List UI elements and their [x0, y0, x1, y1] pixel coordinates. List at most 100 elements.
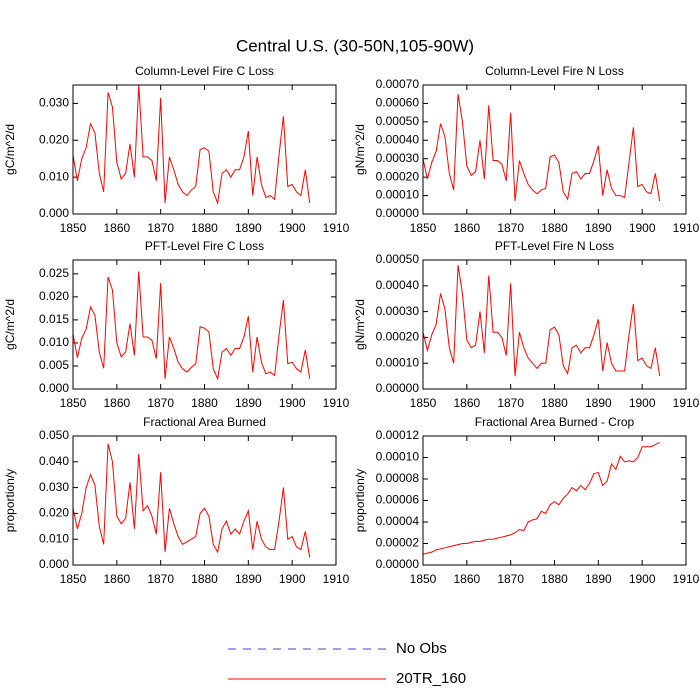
data-line: [422, 94, 661, 202]
data-line: [422, 265, 661, 377]
data-line: [72, 443, 311, 558]
x-tick-label: 1890: [235, 572, 262, 586]
x-tick-label: 1890: [585, 221, 612, 235]
x-tick-label: 1900: [279, 572, 306, 586]
y-tick-label: 0.040: [39, 454, 69, 468]
legend-label: 20TR_160: [396, 670, 466, 687]
x-tick-label: 1910: [673, 396, 700, 410]
x-tick-label: 1900: [279, 396, 306, 410]
x-tick-label: 1890: [235, 396, 262, 410]
y-tick-label: 0.00012: [376, 428, 420, 442]
y-tick-label: 0.00000: [376, 206, 420, 220]
x-tick-label: 1850: [410, 221, 437, 235]
x-tick-label: 1880: [541, 221, 568, 235]
plot-frame: [72, 259, 337, 390]
figure-title: Central U.S. (30-50N,105-90W): [236, 36, 474, 55]
y-tick-label: 0.050: [39, 428, 69, 442]
y-tick-label: 0.010: [39, 169, 69, 183]
panel-title: Fractional Area Burned - Crop: [475, 415, 635, 429]
x-tick-label: 1860: [453, 572, 480, 586]
x-tick-label: 1860: [453, 221, 480, 235]
plot-frame: [72, 435, 337, 566]
y-tick-label: 0.00030: [376, 151, 420, 165]
x-tick-label: 1890: [585, 396, 612, 410]
y-tick-label: 0.00000: [376, 557, 420, 571]
y-tick-label: 0.00000: [376, 381, 420, 395]
plot-frame: [72, 84, 337, 215]
y-tick-label: 0.00060: [376, 96, 420, 110]
panel-title: PFT-Level Fire N Loss: [495, 239, 614, 253]
y-axis-label: proportion/y: [353, 469, 367, 532]
panel-title: PFT-Level Fire C Loss: [145, 239, 264, 253]
data-line: [72, 271, 311, 381]
y-tick-label: 0.00030: [376, 304, 420, 318]
y-tick-label: 0.00020: [376, 330, 420, 344]
y-tick-label: 0.00008: [376, 471, 420, 485]
y-tick-label: 0.00020: [376, 169, 420, 183]
x-tick-label: 1860: [103, 396, 130, 410]
x-tick-label: 1850: [60, 221, 87, 235]
x-tick-label: 1890: [235, 221, 262, 235]
y-tick-label: 0.030: [39, 96, 69, 110]
y-tick-label: 0.030: [39, 480, 69, 494]
y-tick-label: 0.020: [39, 132, 69, 146]
plot-frame: [422, 435, 687, 566]
y-tick-label: 0.00050: [376, 114, 420, 128]
x-tick-label: 1850: [410, 572, 437, 586]
x-tick-label: 1850: [60, 572, 87, 586]
y-tick-label: 0.020: [39, 506, 69, 520]
x-tick-label: 1900: [629, 572, 656, 586]
x-tick-label: 1900: [629, 396, 656, 410]
x-tick-label: 1870: [147, 221, 174, 235]
panel-title: Column-Level Fire N Loss: [485, 64, 624, 78]
y-tick-label: 0.010: [39, 335, 69, 349]
x-tick-label: 1900: [629, 221, 656, 235]
x-tick-label: 1870: [147, 396, 174, 410]
panel-title: Column-Level Fire C Loss: [135, 64, 274, 78]
y-tick-label: 0.00010: [376, 188, 420, 202]
plot-frame: [422, 259, 687, 390]
y-tick-label: 0.00050: [376, 252, 420, 266]
y-axis-label: gC/m^2/d: [3, 299, 17, 350]
y-tick-label: 0.00002: [376, 536, 420, 550]
y-axis-label: gC/m^2/d: [3, 124, 17, 175]
x-tick-label: 1910: [323, 572, 350, 586]
x-tick-label: 1880: [191, 572, 218, 586]
y-tick-label: 0.000: [39, 557, 69, 571]
x-tick-label: 1870: [147, 572, 174, 586]
y-tick-label: 0.00040: [376, 278, 420, 292]
x-tick-label: 1910: [323, 221, 350, 235]
y-tick-label: 0.000: [39, 381, 69, 395]
y-tick-label: 0.010: [39, 531, 69, 545]
x-tick-label: 1870: [497, 572, 524, 586]
x-tick-label: 1850: [60, 396, 87, 410]
y-axis-label: gN/m^2/d: [353, 124, 367, 175]
y-tick-label: 0.00010: [376, 355, 420, 369]
legend-label: No Obs: [396, 640, 447, 657]
data-line: [72, 84, 311, 205]
y-tick-label: 0.000: [39, 206, 69, 220]
x-tick-label: 1860: [103, 572, 130, 586]
x-tick-label: 1860: [453, 396, 480, 410]
y-tick-label: 0.00010: [376, 450, 420, 464]
y-tick-label: 0.025: [39, 266, 69, 280]
y-tick-label: 0.015: [39, 312, 69, 326]
x-tick-label: 1910: [673, 572, 700, 586]
x-tick-label: 1870: [497, 396, 524, 410]
x-tick-label: 1900: [279, 221, 306, 235]
y-tick-label: 0.005: [39, 358, 69, 372]
x-tick-label: 1880: [541, 572, 568, 586]
y-axis-label: proportion/y: [3, 469, 17, 532]
x-tick-label: 1880: [191, 221, 218, 235]
y-axis-label: gN/m^2/d: [353, 299, 367, 350]
x-tick-label: 1850: [410, 396, 437, 410]
x-tick-label: 1910: [323, 396, 350, 410]
plot-frame: [422, 84, 687, 215]
y-tick-label: 0.00040: [376, 132, 420, 146]
panel-title: Fractional Area Burned: [143, 415, 266, 429]
x-tick-label: 1870: [497, 221, 524, 235]
x-tick-label: 1880: [191, 396, 218, 410]
data-line: [422, 442, 660, 555]
y-tick-label: 0.020: [39, 289, 69, 303]
